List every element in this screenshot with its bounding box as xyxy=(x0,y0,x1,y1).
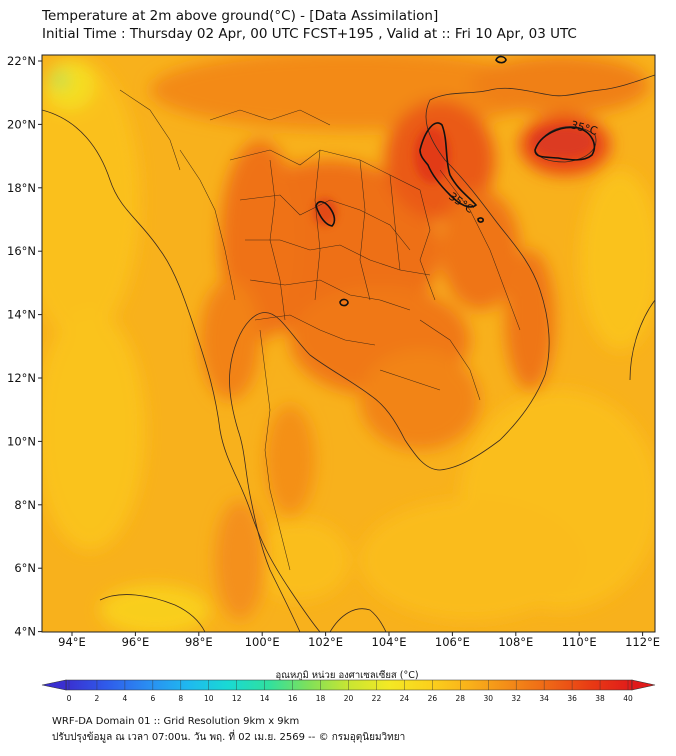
x-tick-label: 112°E xyxy=(625,635,660,649)
colorbar-tick-label: 20 xyxy=(344,694,354,703)
colorbar-tick-label: 32 xyxy=(511,694,521,703)
y-tick-label: 22°N xyxy=(7,54,36,68)
y-axis: 22°N 20°N 18°N 16°N 14°N 12°N 10°N 8°N 6°N 4°N xyxy=(7,54,42,639)
colorbar-min-arrow xyxy=(41,679,67,691)
colorbar-tick-label: 30 xyxy=(483,694,493,703)
colorbar-tick-label: 38 xyxy=(595,694,605,703)
footer-model-info: WRF-DA Domain 01 :: Grid Resolution 9km … xyxy=(52,716,300,727)
y-tick-label: 8°N xyxy=(14,498,36,512)
coastlines xyxy=(42,74,655,632)
colorbar-tick-label: 40 xyxy=(623,694,633,703)
y-tick-label: 14°N xyxy=(7,308,36,322)
map-subtitle: Initial Time : Thursday 02 Apr, 00 UTC F… xyxy=(42,26,577,42)
x-tick-label: 102°E xyxy=(308,635,343,649)
colorbar-ticks: 0 2 4 6 8 10 12 14 16 18 20 22 24 26 28 30 32 34 36 38 40 xyxy=(67,680,633,703)
contour-35c xyxy=(315,55,596,307)
colorbar-tick-label: 0 xyxy=(67,694,72,703)
colorbar-tick-label: 2 xyxy=(95,694,100,703)
colorbar-tick-label: 26 xyxy=(428,694,438,703)
x-tick-label: 108°E xyxy=(498,635,533,649)
colorbar-body xyxy=(65,679,633,691)
y-tick-label: 20°N xyxy=(7,117,36,131)
colorbar-tick-label: 8 xyxy=(178,694,183,703)
colorbar-tick-label: 28 xyxy=(456,694,466,703)
y-tick-label: 18°N xyxy=(7,181,36,195)
colorbar-tick-label: 12 xyxy=(232,694,242,703)
map-title: Temperature at 2m above ground(°C) - [Da… xyxy=(42,8,439,24)
x-tick-label: 100°E xyxy=(245,635,280,649)
province-borders xyxy=(119,89,521,571)
colorbar-title: อุณหภูมิ หน่วย องศาเซลเซียส (°C) xyxy=(275,669,418,681)
colorbar-tick-label: 34 xyxy=(539,694,549,703)
x-tick-label: 104°E xyxy=(372,635,407,649)
x-tick-label: 110°E xyxy=(562,635,597,649)
colorbar-tick-label: 10 xyxy=(204,694,214,703)
colorbar-max-arrow xyxy=(631,679,656,691)
colorbar-tick-label: 18 xyxy=(316,694,326,703)
colorbar-tick-label: 16 xyxy=(288,694,298,703)
map-frame xyxy=(41,54,656,633)
y-tick-label: 10°N xyxy=(7,434,36,448)
temperature-field: 35°C 35°C xyxy=(42,55,655,632)
colorbar-tick-label: 4 xyxy=(123,694,128,703)
colorbar-tick-label: 24 xyxy=(400,694,410,703)
y-tick-label: 4°N xyxy=(14,625,36,639)
footer-update-info: ปรับปรุงข้อมูล ณ เวลา 07:00น. วัน พฤ. ที… xyxy=(52,732,406,743)
colorbar-tick-label: 36 xyxy=(567,694,577,703)
y-tick-label: 12°N xyxy=(7,371,36,385)
colorbar xyxy=(41,679,656,691)
x-tick-label: 98°E xyxy=(185,635,213,649)
x-tick-label: 96°E xyxy=(122,635,150,649)
x-tick-label: 106°E xyxy=(435,635,470,649)
x-axis: 94°E 96°E 98°E 100°E 102°E 104°E 106°E 108°E 110… xyxy=(58,632,660,649)
y-tick-label: 6°N xyxy=(14,561,36,575)
x-tick-label: 94°E xyxy=(58,635,86,649)
y-tick-label: 16°N xyxy=(7,244,36,258)
colorbar-tick-label: 14 xyxy=(260,694,270,703)
colorbar-tick-label: 22 xyxy=(372,694,382,703)
colorbar-tick-label: 6 xyxy=(150,694,155,703)
